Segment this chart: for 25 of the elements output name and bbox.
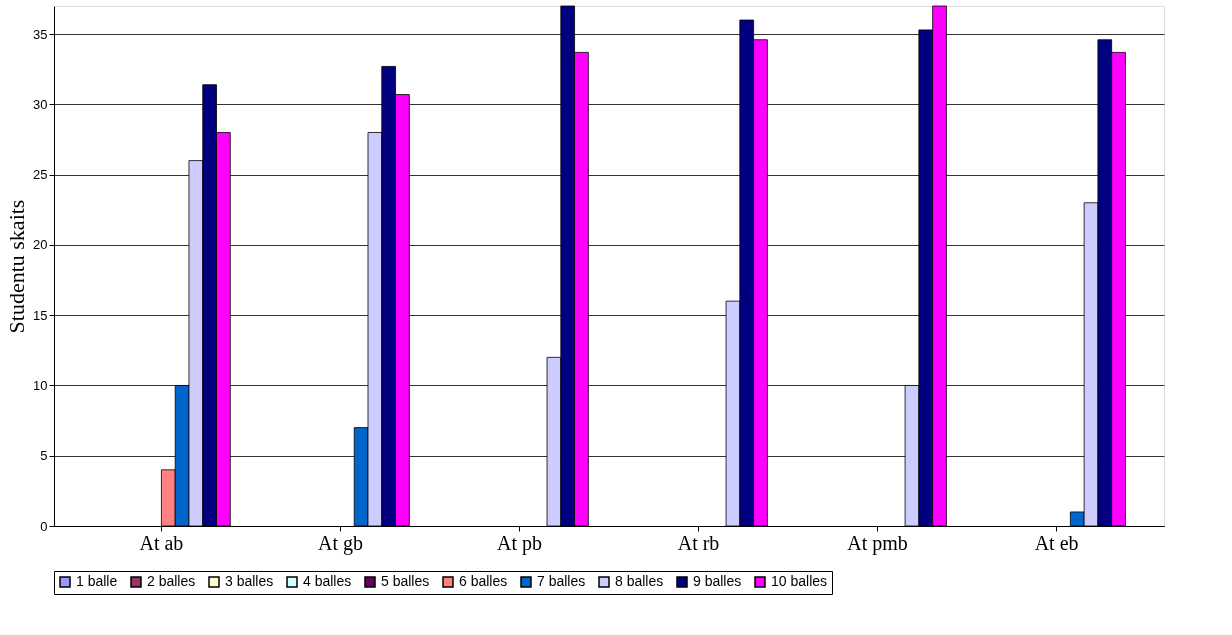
y-tick-label: 5	[40, 448, 48, 464]
y-tick-label: 20	[33, 237, 48, 253]
legend-label: 8 balles	[615, 573, 664, 589]
x-tick-label: At ab	[139, 531, 184, 554]
y-tick-label: 0	[40, 518, 48, 534]
legend-label: 5 balles	[381, 573, 430, 589]
y-tick-label: 25	[33, 167, 48, 183]
legend-label: 9 balles	[693, 573, 742, 589]
x-tick-label: At pb	[496, 531, 542, 555]
x-tick-label: At eb	[1034, 531, 1079, 554]
y-tick-label: 30	[33, 96, 48, 112]
x-tick-label: At pmb	[847, 531, 908, 555]
x-tick-label: At rb	[677, 531, 720, 554]
legend-label: 4 balles	[303, 573, 352, 589]
legend-label: 10 balles	[771, 573, 828, 589]
y-tick-label: 35	[33, 26, 48, 42]
legend-label: 2 balles	[147, 573, 196, 589]
legend-label: 6 balles	[459, 573, 508, 589]
legend-label: 7 balles	[537, 573, 586, 589]
y-tick-label: 15	[33, 307, 48, 323]
y-tick-label: 10	[33, 377, 48, 393]
y-axis-title: Studentu skaits	[4, 199, 30, 334]
legend-label: 1 balle	[76, 573, 118, 589]
x-tick-label: At gb	[317, 531, 363, 555]
legend-label: 3 balles	[225, 573, 274, 589]
